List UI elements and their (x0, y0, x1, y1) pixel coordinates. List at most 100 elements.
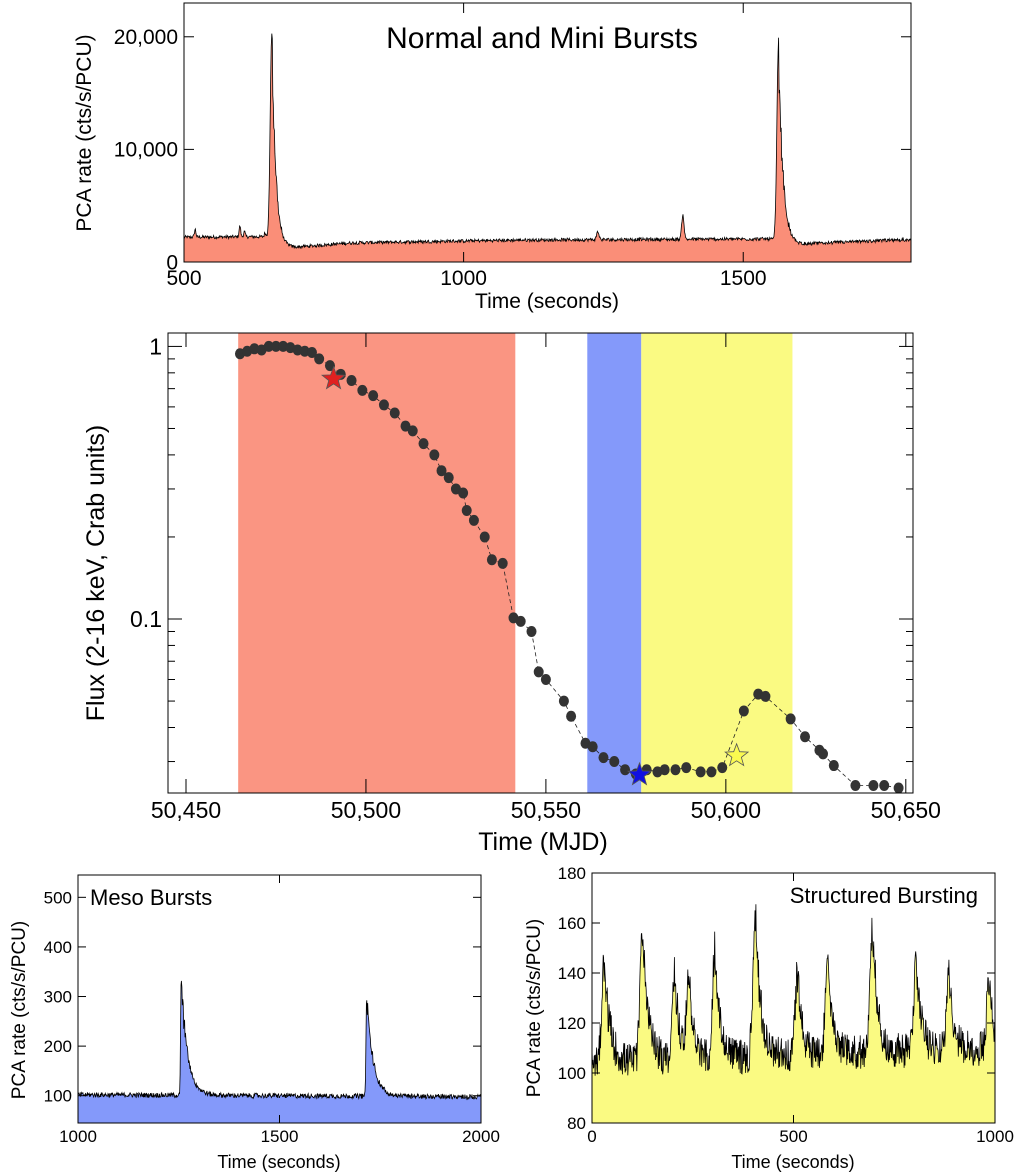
data-point (598, 752, 609, 764)
plot-frame (167, 332, 914, 794)
data-point (879, 780, 890, 792)
data-point (566, 710, 577, 722)
data-point (461, 505, 472, 517)
structured-bursting-panel: Structured Bursting Time (seconds) PCA r… (524, 864, 1014, 1172)
data-point (400, 420, 411, 432)
series-line (183, 33, 912, 250)
data-point (270, 340, 281, 352)
x-tick-label: 1500 (261, 1127, 299, 1146)
x-tick-label: 1000 (976, 1127, 1014, 1146)
data-point (695, 766, 706, 778)
y-tick-label: 200 (44, 1037, 72, 1056)
x-tick-label: 50,650 (871, 797, 941, 823)
x-tick-label: 50,500 (331, 797, 401, 823)
data-point (868, 780, 879, 792)
y-tick-label: 20,000 (114, 26, 178, 49)
x-tick-label: 0 (587, 1127, 596, 1146)
x-tick-label: 500 (779, 1127, 807, 1146)
meso-bursts-panel: Meso Bursts Time (seconds) PCA rate (cts… (9, 874, 500, 1172)
y-tick-label: 140 (558, 964, 586, 983)
y-tick-label: 180 (558, 864, 586, 883)
y-tick-label: 80 (567, 1114, 586, 1133)
plot-frame (77, 874, 482, 1124)
series-line (77, 980, 482, 1101)
data-point (818, 748, 829, 760)
x-tick-label: 1000 (440, 267, 487, 290)
x-tick-label: 50,550 (511, 797, 581, 823)
data-point (850, 780, 861, 792)
data-point (828, 760, 839, 772)
state-band (238, 333, 516, 793)
data-point (558, 695, 569, 707)
x-tick-label: 50,450 (151, 797, 221, 823)
state-band (587, 333, 642, 793)
y-tick-label: 0.1 (130, 606, 162, 632)
data-point (486, 554, 497, 566)
star-marker (320, 365, 347, 390)
data-point (620, 764, 631, 776)
normal-bursts-panel: Normal and Mini Bursts Time (seconds) PC… (73, 2, 912, 313)
x-tick-label: 500 (166, 267, 201, 290)
data-point (357, 384, 368, 396)
x-tick-label: 2000 (462, 1127, 500, 1146)
data-point (389, 407, 400, 419)
data-point (609, 756, 620, 768)
structured-bursting-title: Structured Bursting (790, 883, 978, 908)
plot-frame (183, 2, 912, 263)
series-fill (184, 33, 911, 262)
data-point (760, 690, 771, 702)
meso-y-label: PCA rate (cts/s/PCU) (9, 921, 30, 1099)
data-point (479, 531, 490, 543)
data-point (800, 731, 811, 743)
y-tick-label: 500 (44, 888, 72, 907)
data-point (429, 449, 440, 461)
x-tick-label: 1500 (720, 267, 767, 290)
y-tick-label: 400 (44, 938, 72, 957)
normal-bursts-x-label: Time (seconds) (475, 290, 619, 313)
data-point (418, 438, 429, 450)
data-point (314, 353, 325, 365)
data-point (346, 374, 357, 386)
meso-bursts-title: Meso Bursts (90, 885, 212, 910)
star-marker (626, 761, 653, 786)
y-tick-label: 100 (44, 1087, 72, 1106)
y-tick-label: 0 (166, 251, 178, 274)
y-tick-label: 120 (558, 1014, 586, 1033)
y-tick-label: 10,000 (114, 139, 178, 162)
flux-lightcurve-panel: Time (MJD) Flux (2-16 keV, Crab units) 5… (82, 332, 941, 856)
data-point (407, 425, 418, 437)
data-point (378, 399, 389, 411)
data-point (324, 360, 335, 372)
data-point (263, 340, 274, 352)
y-tick-label: 1 (149, 333, 162, 359)
meso-x-label: Time (seconds) (217, 1152, 340, 1172)
data-point (497, 557, 508, 569)
x-tick-label: 50,600 (691, 797, 761, 823)
data-point (706, 766, 717, 778)
state-band (641, 333, 793, 793)
star-marker (724, 742, 750, 767)
data-point (659, 764, 670, 776)
y-tick-label: 100 (558, 1064, 586, 1083)
data-point (717, 762, 728, 774)
series-fill (78, 980, 481, 1123)
data-point (670, 764, 681, 776)
data-point (443, 472, 454, 484)
data-point (540, 673, 551, 685)
structured-x-label: Time (seconds) (731, 1152, 854, 1172)
data-point (436, 465, 447, 477)
normal-bursts-y-label: PCA rate (cts/s/PCU) (73, 34, 96, 231)
data-point (738, 705, 749, 717)
data-point (785, 713, 796, 725)
flux-y-label: Flux (2-16 keV, Crab units) (82, 425, 110, 721)
data-point (526, 625, 537, 637)
data-point (533, 666, 544, 678)
data-point (587, 741, 598, 753)
structured-y-label: PCA rate (cts/s/PCU) (524, 919, 545, 1097)
data-point (681, 762, 692, 774)
data-point (515, 615, 526, 627)
data-point (893, 782, 904, 794)
data-point (458, 487, 469, 499)
flux-x-label: Time (MJD) (478, 828, 608, 856)
